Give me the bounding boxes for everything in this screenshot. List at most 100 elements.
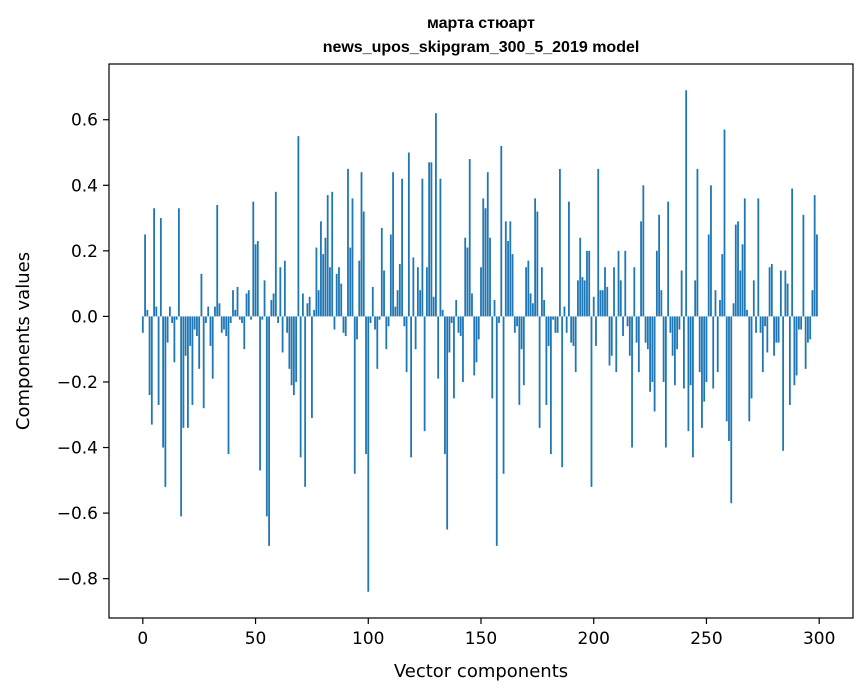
bar xyxy=(480,267,482,317)
bar xyxy=(669,316,672,333)
bar xyxy=(518,316,521,405)
bar xyxy=(313,309,316,317)
bar xyxy=(410,316,413,458)
plot-frame xyxy=(108,63,854,619)
bar xyxy=(184,316,187,356)
bar xyxy=(250,316,252,320)
bar xyxy=(635,316,638,343)
bar xyxy=(554,316,557,333)
bar xyxy=(437,316,440,379)
bar xyxy=(193,316,196,330)
bar xyxy=(597,168,600,317)
bar xyxy=(574,316,577,373)
bar xyxy=(150,316,153,425)
bar xyxy=(283,260,286,317)
bar xyxy=(741,244,744,317)
bar xyxy=(279,267,282,317)
bar xyxy=(414,316,417,350)
bar xyxy=(707,234,710,317)
bar xyxy=(403,316,406,327)
bar xyxy=(223,316,225,330)
bar xyxy=(423,316,426,432)
bar xyxy=(710,185,712,317)
bar xyxy=(804,316,807,369)
bar xyxy=(335,273,338,317)
bar xyxy=(552,316,555,320)
bar xyxy=(734,224,737,317)
bar xyxy=(324,237,327,317)
bar xyxy=(493,300,496,317)
y-axis: −0.8 −0.6 −0.4 −0.2 0.0 0.2 0.4 0.6 xyxy=(57,111,109,590)
bar xyxy=(187,316,189,428)
x-tick-label: 200 xyxy=(578,629,610,649)
bar xyxy=(547,316,550,346)
bar xyxy=(559,168,561,317)
bar xyxy=(791,188,794,317)
bar xyxy=(207,306,210,317)
bar xyxy=(180,316,183,517)
bar xyxy=(800,316,803,330)
bar xyxy=(292,316,295,396)
bar xyxy=(401,178,403,317)
bar xyxy=(385,316,388,350)
bar xyxy=(816,234,818,317)
bar xyxy=(807,316,809,343)
bar xyxy=(317,290,320,317)
bar xyxy=(495,316,498,546)
bar xyxy=(685,90,688,317)
bar xyxy=(304,316,307,487)
bar xyxy=(392,172,394,317)
bar xyxy=(577,280,579,317)
y-tick-label: 0.2 xyxy=(71,242,98,262)
bar xyxy=(473,316,476,376)
bar xyxy=(351,198,354,317)
bar xyxy=(482,198,485,317)
bar xyxy=(261,316,264,320)
bar xyxy=(588,250,591,317)
bar xyxy=(347,168,349,317)
bar xyxy=(322,254,325,317)
bar xyxy=(525,267,527,317)
bar xyxy=(340,283,343,317)
bar xyxy=(793,316,796,386)
bar xyxy=(748,316,751,422)
bar xyxy=(568,201,570,317)
bar xyxy=(243,316,246,350)
bar xyxy=(464,237,467,317)
bar xyxy=(590,316,593,487)
bar xyxy=(572,316,575,346)
bar xyxy=(471,293,473,317)
bar xyxy=(477,316,480,340)
bar xyxy=(732,303,735,317)
bar xyxy=(581,277,584,317)
bar xyxy=(173,316,176,363)
bar xyxy=(500,145,503,317)
bar xyxy=(421,178,424,317)
bar xyxy=(637,316,640,373)
bar xyxy=(811,290,814,317)
bar xyxy=(374,316,376,330)
bar xyxy=(779,270,782,317)
bar xyxy=(342,316,345,333)
bar xyxy=(678,316,681,330)
bar xyxy=(631,316,633,448)
bar xyxy=(511,254,514,317)
y-tick-label: 0.0 xyxy=(71,307,98,327)
bar xyxy=(764,316,766,327)
bar xyxy=(775,316,778,343)
bar xyxy=(687,316,690,432)
bar xyxy=(394,306,397,317)
bar xyxy=(398,263,401,317)
y-tick-label: 0.6 xyxy=(71,111,98,131)
bar xyxy=(610,316,613,356)
y-axis-label: Components values xyxy=(13,252,34,430)
x-tick-label: 100 xyxy=(352,629,384,649)
bar xyxy=(586,250,588,317)
bar xyxy=(157,316,160,405)
bar xyxy=(159,218,162,317)
bar xyxy=(405,316,408,373)
bar xyxy=(333,316,336,330)
bar xyxy=(344,316,347,337)
bar xyxy=(624,250,627,317)
bar xyxy=(311,316,313,419)
